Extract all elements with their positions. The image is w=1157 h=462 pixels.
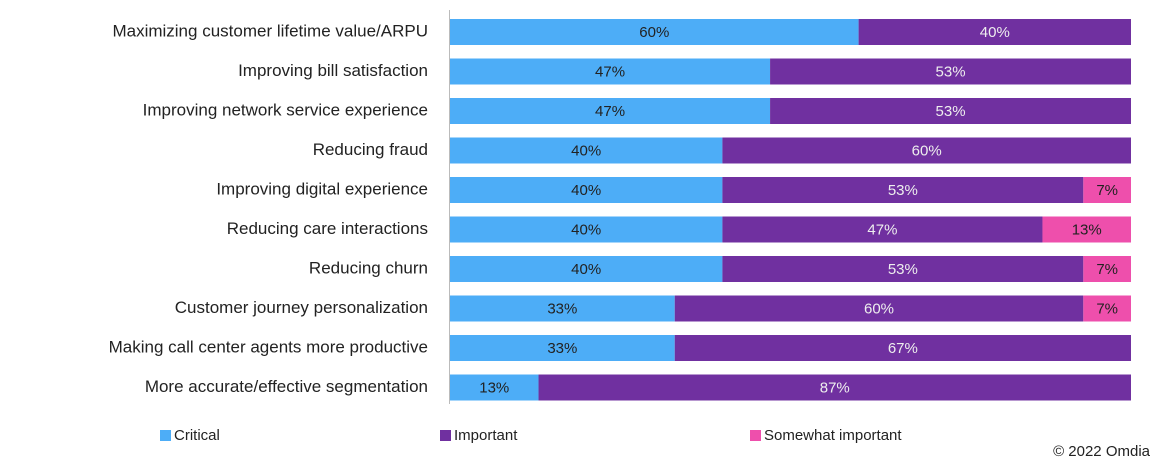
value-label: 53% <box>888 261 918 278</box>
legend-label: Somewhat important <box>764 427 902 444</box>
value-label: 40% <box>571 261 601 278</box>
value-label: 7% <box>1096 261 1118 278</box>
bar-segment <box>450 58 771 85</box>
category-label: Reducing care interactions <box>227 219 428 238</box>
bar-segment <box>450 295 675 322</box>
value-label: 87% <box>820 379 850 396</box>
bar-segment <box>858 19 1131 45</box>
value-label: 53% <box>936 103 966 120</box>
bar-segment <box>450 335 675 361</box>
legend-swatch <box>440 430 451 441</box>
category-label: Improving network service experience <box>143 100 428 119</box>
bar-segment <box>722 137 1131 164</box>
bar-segment <box>770 58 1131 85</box>
bar-segment <box>450 137 723 164</box>
legend-swatch <box>160 430 171 441</box>
bar-segment <box>450 19 859 45</box>
value-label: 7% <box>1096 182 1118 199</box>
value-label: 7% <box>1096 300 1118 317</box>
category-label: Improving bill satisfaction <box>238 61 428 80</box>
value-label: 13% <box>479 379 509 396</box>
value-label: 33% <box>547 300 577 317</box>
value-label: 60% <box>864 300 894 317</box>
value-label: 60% <box>639 24 669 41</box>
value-label: 13% <box>1072 221 1102 238</box>
bar-segment <box>722 256 1084 282</box>
bar-segment <box>450 177 723 203</box>
bar-segment <box>538 374 1131 401</box>
legend-swatch <box>750 430 761 441</box>
value-label: 33% <box>547 340 577 357</box>
bar-segment <box>1083 177 1131 203</box>
bar-segment <box>1083 295 1131 322</box>
value-label: 47% <box>867 221 897 238</box>
value-label: 60% <box>912 142 942 159</box>
legend-label: Important <box>454 427 518 444</box>
category-label: Making call center agents more productiv… <box>109 337 428 356</box>
value-label: 40% <box>980 24 1010 41</box>
bar-segment <box>450 216 723 243</box>
value-label: 40% <box>571 221 601 238</box>
category-label: Improving digital experience <box>216 179 428 198</box>
value-label: 47% <box>595 103 625 120</box>
value-label: 53% <box>936 63 966 80</box>
bar-segment <box>722 216 1043 243</box>
category-label: Reducing fraud <box>313 140 428 159</box>
bar-segment <box>1083 256 1131 282</box>
bar-segment <box>450 374 539 401</box>
value-label: 53% <box>888 182 918 199</box>
bar-segment <box>450 98 771 124</box>
value-label: 40% <box>571 182 601 199</box>
bar-segment <box>770 98 1131 124</box>
bar-segment <box>674 295 1084 322</box>
bar-segment <box>722 177 1084 203</box>
value-label: 67% <box>888 340 918 357</box>
bar-segment <box>674 335 1131 361</box>
value-label: 40% <box>571 142 601 159</box>
category-label: Customer journey personalization <box>175 298 428 317</box>
bar-segment <box>450 256 723 282</box>
annotation: © 2022 Omdia <box>1053 443 1151 460</box>
legend-label: Critical <box>174 427 220 444</box>
category-label: Reducing churn <box>309 258 428 277</box>
value-label: 47% <box>595 63 625 80</box>
category-label: More accurate/effective segmentation <box>145 377 428 396</box>
category-label: Maximizing customer lifetime value/ARPU <box>112 21 428 40</box>
bar-segment <box>1042 216 1131 243</box>
